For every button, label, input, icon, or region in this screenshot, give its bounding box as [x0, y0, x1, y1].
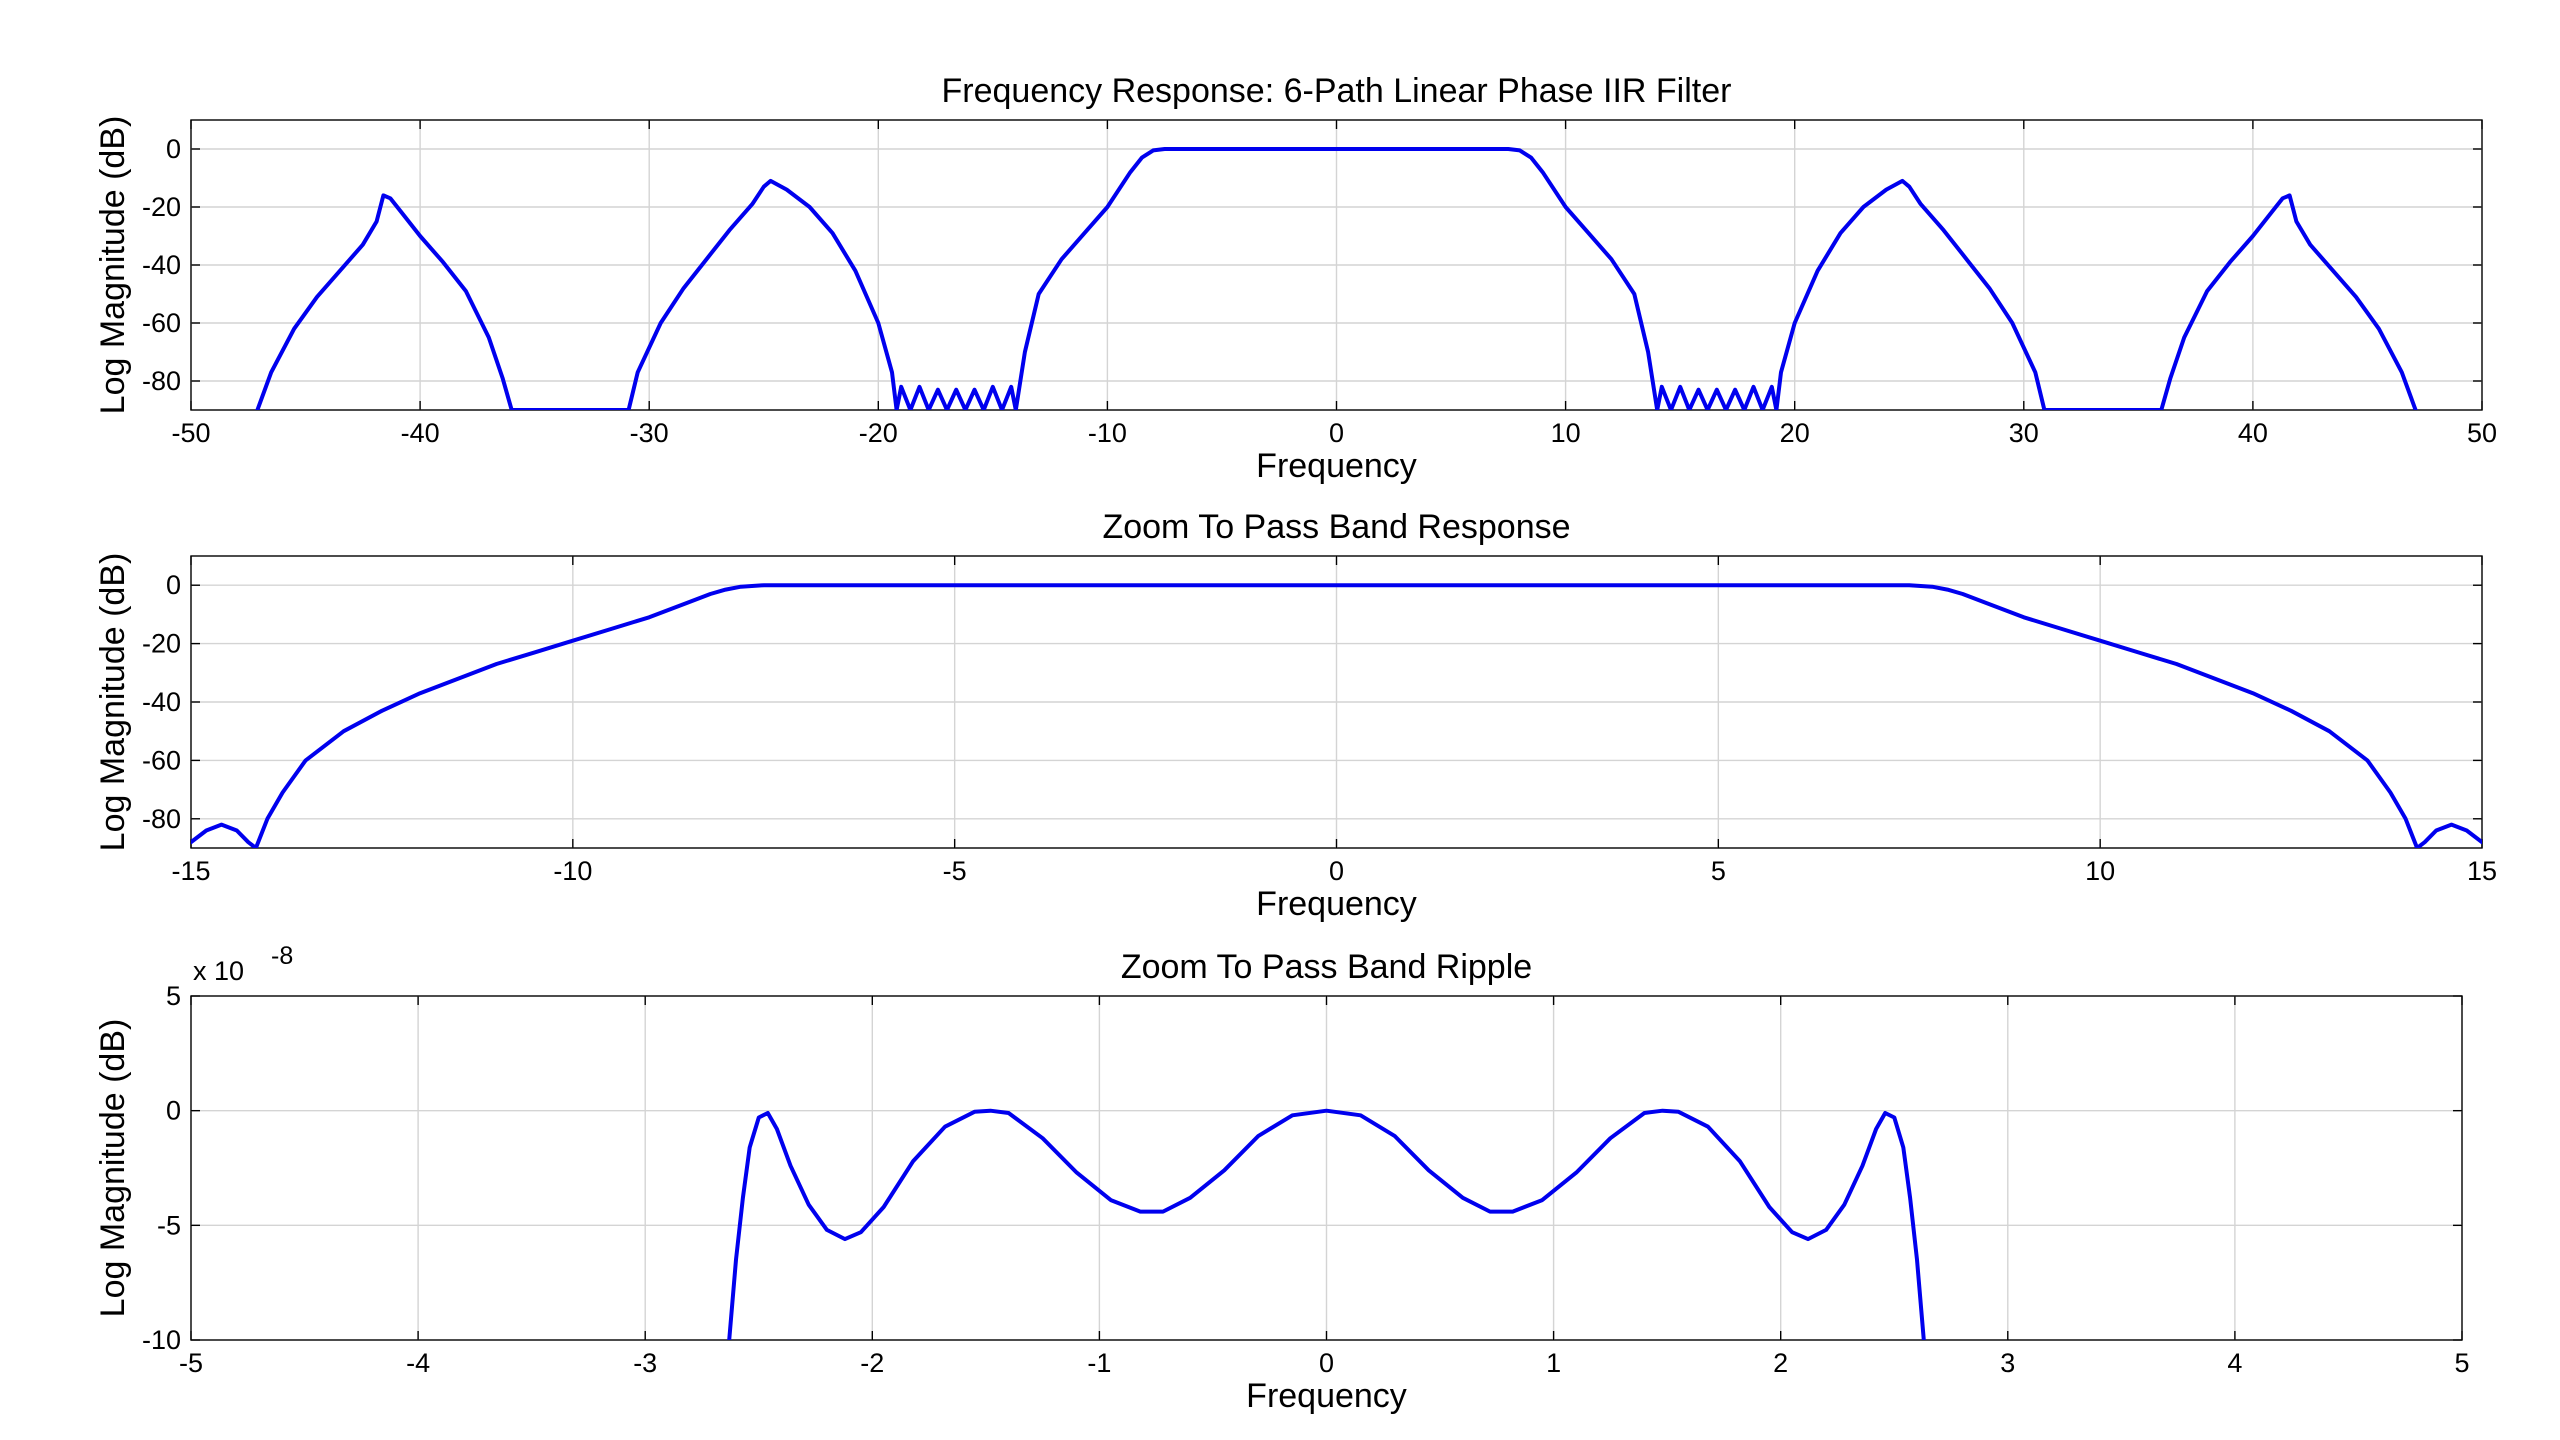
x-tick-label: 0	[1329, 418, 1344, 448]
x-axis-label: Frequency	[1246, 1377, 1407, 1415]
series-line	[727, 1108, 1926, 1340]
y-tick-label: 0	[166, 1096, 181, 1126]
x-tick-label: 15	[2467, 856, 2497, 886]
y-tick-label: -5	[157, 1210, 181, 1240]
x-tick-label: -10	[1088, 418, 1127, 448]
y-tick-label: -40	[142, 250, 181, 280]
y-tick-label: -60	[142, 745, 181, 775]
y-tick-label: -20	[142, 192, 181, 222]
chart-title: Frequency Response: 6-Path Linear Phase …	[942, 72, 1732, 110]
x-tick-label: 0	[1319, 1348, 1334, 1378]
y-tick-label: -20	[142, 629, 181, 659]
x-tick-label: -15	[171, 856, 210, 886]
y-tick-label: -80	[142, 804, 181, 834]
y-axis-label: Log Magnitude (dB)	[94, 1019, 132, 1318]
x-tick-label: 10	[2085, 856, 2115, 886]
y-multiplier-label: x 10	[193, 956, 244, 986]
x-tick-label: 50	[2467, 418, 2497, 448]
x-tick-label: -20	[859, 418, 898, 448]
x-tick-label: 5	[2454, 1348, 2469, 1378]
x-tick-label: 3	[2000, 1348, 2015, 1378]
x-tick-label: 1	[1546, 1348, 1561, 1378]
y-exponent-label: -8	[271, 942, 293, 970]
y-tick-label: 0	[166, 134, 181, 164]
x-tick-label: -5	[179, 1348, 203, 1378]
x-tick-label: -50	[171, 418, 210, 448]
chart-panel-passband: -15 -10 -5 0 5 10 15 -80 -60 -40 -20 0 Zoom To Pass …	[94, 508, 2497, 923]
x-tick-label: -40	[401, 418, 440, 448]
x-tick-label: 30	[2009, 418, 2039, 448]
x-axis-label: Frequency	[1256, 447, 1417, 485]
x-tick-label: 5	[1711, 856, 1726, 886]
chart-panel-overview: -50 -40 -30 -20 -10 0 10 20 30 40 50-80-60-40-200F…	[94, 72, 2497, 485]
series-line	[255, 147, 2418, 410]
x-tick-label: -5	[943, 856, 967, 886]
x-tick-label: -2	[860, 1348, 884, 1378]
series-line	[191, 583, 2482, 848]
x-tick-label: 20	[1780, 418, 1810, 448]
x-tick-label: 40	[2238, 418, 2268, 448]
x-tick-label: -3	[633, 1348, 657, 1378]
x-tick-label: -30	[630, 418, 669, 448]
y-tick-label: -60	[142, 308, 181, 338]
y-axis-label: Log Magnitude (dB)	[94, 553, 132, 852]
x-tick-label: -1	[1087, 1348, 1111, 1378]
chart-title: Zoom To Pass Band Response	[1102, 508, 1570, 546]
y-tick-label: 0	[166, 570, 181, 600]
y-axis-label: Log Magnitude (dB)	[94, 116, 132, 415]
x-axis-label: Frequency	[1256, 885, 1417, 923]
x-tick-label: 4	[2227, 1348, 2242, 1378]
chart-title: Zoom To Pass Band Ripple	[1121, 948, 1532, 986]
y-tick-label: -80	[142, 366, 181, 396]
x-tick-label: 10	[1551, 418, 1581, 448]
x-tick-label: -10	[553, 856, 592, 886]
y-tick-label: 5	[166, 981, 181, 1011]
x-tick-label: 0	[1329, 856, 1344, 886]
x-tick-label: -4	[406, 1348, 430, 1378]
y-tick-label: -40	[142, 687, 181, 717]
y-tick-label: -10	[142, 1325, 181, 1355]
x-tick-label: 2	[1773, 1348, 1788, 1378]
